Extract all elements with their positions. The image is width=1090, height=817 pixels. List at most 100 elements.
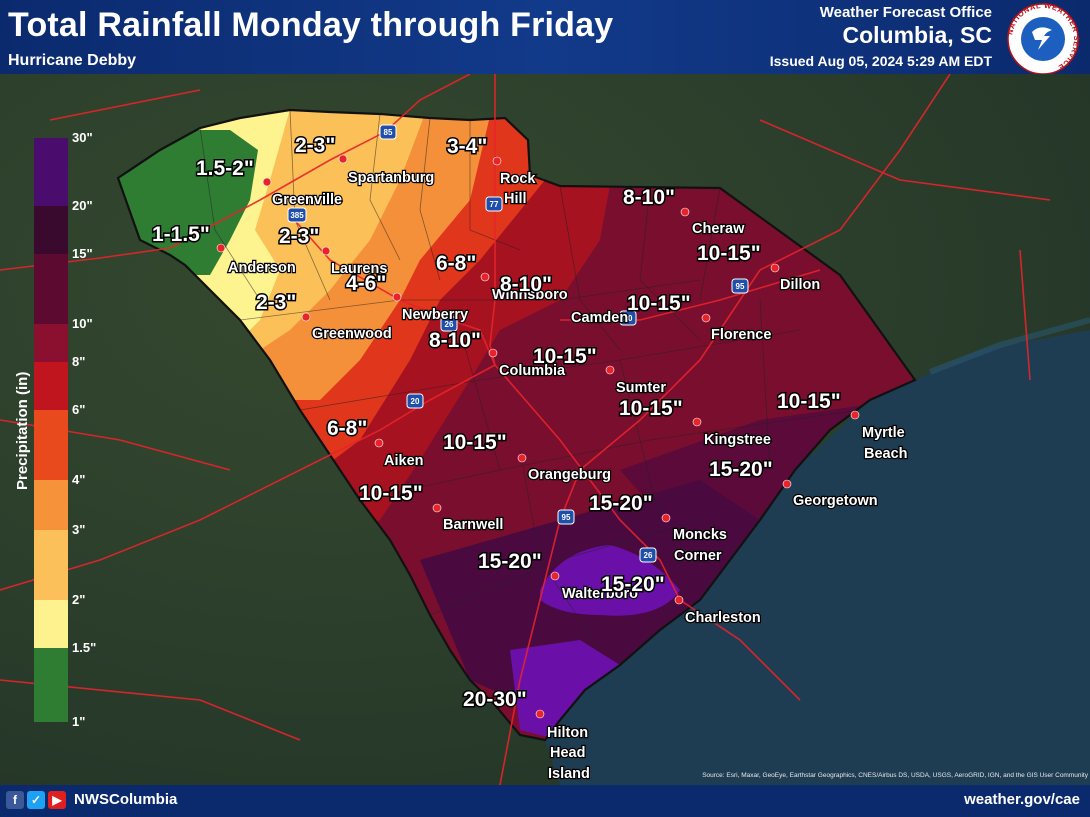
rainfall-amount: 1-1.5" <box>152 223 210 246</box>
interstate-shields: 85 385 77 26 20 95 20 95 26 <box>287 124 749 563</box>
rainfall-amount: 15-20" <box>709 458 773 481</box>
twitter-icon[interactable]: ✓ <box>27 791 45 809</box>
city-marker <box>550 571 560 581</box>
legend-tick: 4" <box>72 472 86 487</box>
city-marker <box>692 417 702 427</box>
legend-tick: 6" <box>72 402 86 417</box>
city-marker <box>492 156 502 166</box>
ocean <box>545 330 1090 785</box>
interstate-shield: 85 <box>379 124 397 140</box>
interstate-shield: 385 <box>287 207 307 223</box>
svg-text:77: 77 <box>490 200 499 209</box>
legend-swatch <box>34 530 68 600</box>
svg-text:95: 95 <box>562 513 571 522</box>
legend-tick: 2" <box>72 592 86 607</box>
legend-tick: 1" <box>72 714 86 729</box>
rainfall-amount: 2-3" <box>279 225 319 248</box>
city-label: Laurens <box>331 261 387 277</box>
rainfall-amount: 10-15" <box>627 292 691 315</box>
rainfall-amount: 4-6" <box>346 272 386 295</box>
legend-title: Precipitation (in) <box>14 371 31 490</box>
city-label: Walterboro <box>562 586 638 602</box>
city-label: Camden <box>571 310 628 326</box>
interstate-shield: 26 <box>440 316 458 332</box>
interstate-shield: 20 <box>406 393 424 409</box>
city-label: Dillon <box>780 277 820 293</box>
city-marker <box>535 709 545 719</box>
city-marker <box>262 177 272 187</box>
youtube-icon[interactable]: ▶ <box>48 791 66 809</box>
svg-text:26: 26 <box>644 551 653 560</box>
svg-text:85: 85 <box>384 128 393 137</box>
city-label: Head <box>550 745 585 761</box>
rainfall-amount: 10-15" <box>359 482 423 505</box>
city-label: Aiken <box>384 453 424 469</box>
amount-labels: 1.5-2" 2-3" 3-4" 1-1.5" 2-3" 8-10" 6-8" … <box>151 133 843 713</box>
city-label: Florence <box>711 327 771 343</box>
city-marker <box>488 348 498 358</box>
rainfall-amount: 20-30" <box>463 688 527 711</box>
city-label: Myrtle <box>862 425 905 441</box>
social-handle[interactable]: NWSColumbia <box>74 791 178 808</box>
issued-time: Issued Aug 05, 2024 5:29 AM EDT <box>769 53 992 69</box>
highways <box>0 74 1051 785</box>
legend-swatch <box>34 324 68 362</box>
city-marker <box>680 207 690 217</box>
city-label: Winnsboro <box>492 287 568 303</box>
city-label: Spartanburg <box>348 170 434 186</box>
city-marker <box>674 595 684 605</box>
city-label: Anderson <box>228 260 296 276</box>
city-marker <box>321 246 331 256</box>
city-label: Greenwood <box>312 326 392 342</box>
city-marker <box>392 292 402 302</box>
rainfall-amount: 6-8" <box>436 252 476 275</box>
svg-text:20: 20 <box>411 397 420 406</box>
city-label: Barnwell <box>443 517 503 533</box>
interstate-shield: 26 <box>639 547 657 563</box>
legend-tick: 30" <box>72 130 93 145</box>
city-label: Hilton <box>547 725 588 741</box>
footer-bar: f ✓ ▶ NWSColumbia weather.gov/cae <box>0 785 1090 817</box>
city-marker <box>216 243 226 253</box>
sc-outline <box>116 108 917 742</box>
facebook-icon[interactable]: f <box>6 791 24 809</box>
svg-text:95: 95 <box>736 282 745 291</box>
legend-swatch <box>34 362 68 410</box>
svg-text:385: 385 <box>290 211 304 220</box>
rainfall-amount: 15-20" <box>601 573 665 596</box>
map-subtitle: Hurricane Debby <box>8 52 137 69</box>
city-marker <box>605 365 615 375</box>
city-marker <box>480 272 490 282</box>
city-marker <box>517 453 527 463</box>
city-markers <box>216 154 860 719</box>
legend-swatch <box>34 648 68 722</box>
city-marker <box>374 438 384 448</box>
rainfall-amount: 15-20" <box>589 492 653 515</box>
city-marker <box>701 313 711 323</box>
map-source-credit: Source: Esri, Maxar, GeoEye, Earthstar G… <box>702 772 1088 779</box>
rainfall-amount: 10-15" <box>777 390 841 413</box>
legend-swatch <box>34 600 68 648</box>
city-marker <box>338 154 348 164</box>
city-label: Georgetown <box>793 493 878 509</box>
website-link[interactable]: weather.gov/cae <box>964 791 1080 808</box>
legend-swatch <box>34 138 68 206</box>
city-marker <box>432 503 442 513</box>
city-label: Cheraw <box>692 221 745 237</box>
legend-swatch <box>34 480 68 530</box>
city-marker <box>850 410 860 420</box>
legend-tick: 3" <box>72 522 86 537</box>
map-title: Total Rainfall Monday through Friday <box>8 6 614 44</box>
rainfall-amount: 8-10" <box>623 186 675 209</box>
city-label: Orangeburg <box>528 467 611 483</box>
rainfall-amount: 10-15" <box>619 397 683 420</box>
rainfall-amount: 6-8" <box>327 417 367 440</box>
nws-logo: NATIONAL WEATHER SERVICE <box>1005 2 1080 75</box>
svg-text:20: 20 <box>624 314 633 323</box>
svg-text:26: 26 <box>445 320 454 329</box>
city-marker <box>301 312 311 322</box>
rainfall-amount: 2-3" <box>256 291 296 314</box>
legend-tick: 10" <box>72 316 93 331</box>
rainfall-map: 85 385 77 26 20 95 20 95 26 Spartanburg … <box>0 74 1090 785</box>
rainfall-amount: 2-3" <box>295 134 335 157</box>
